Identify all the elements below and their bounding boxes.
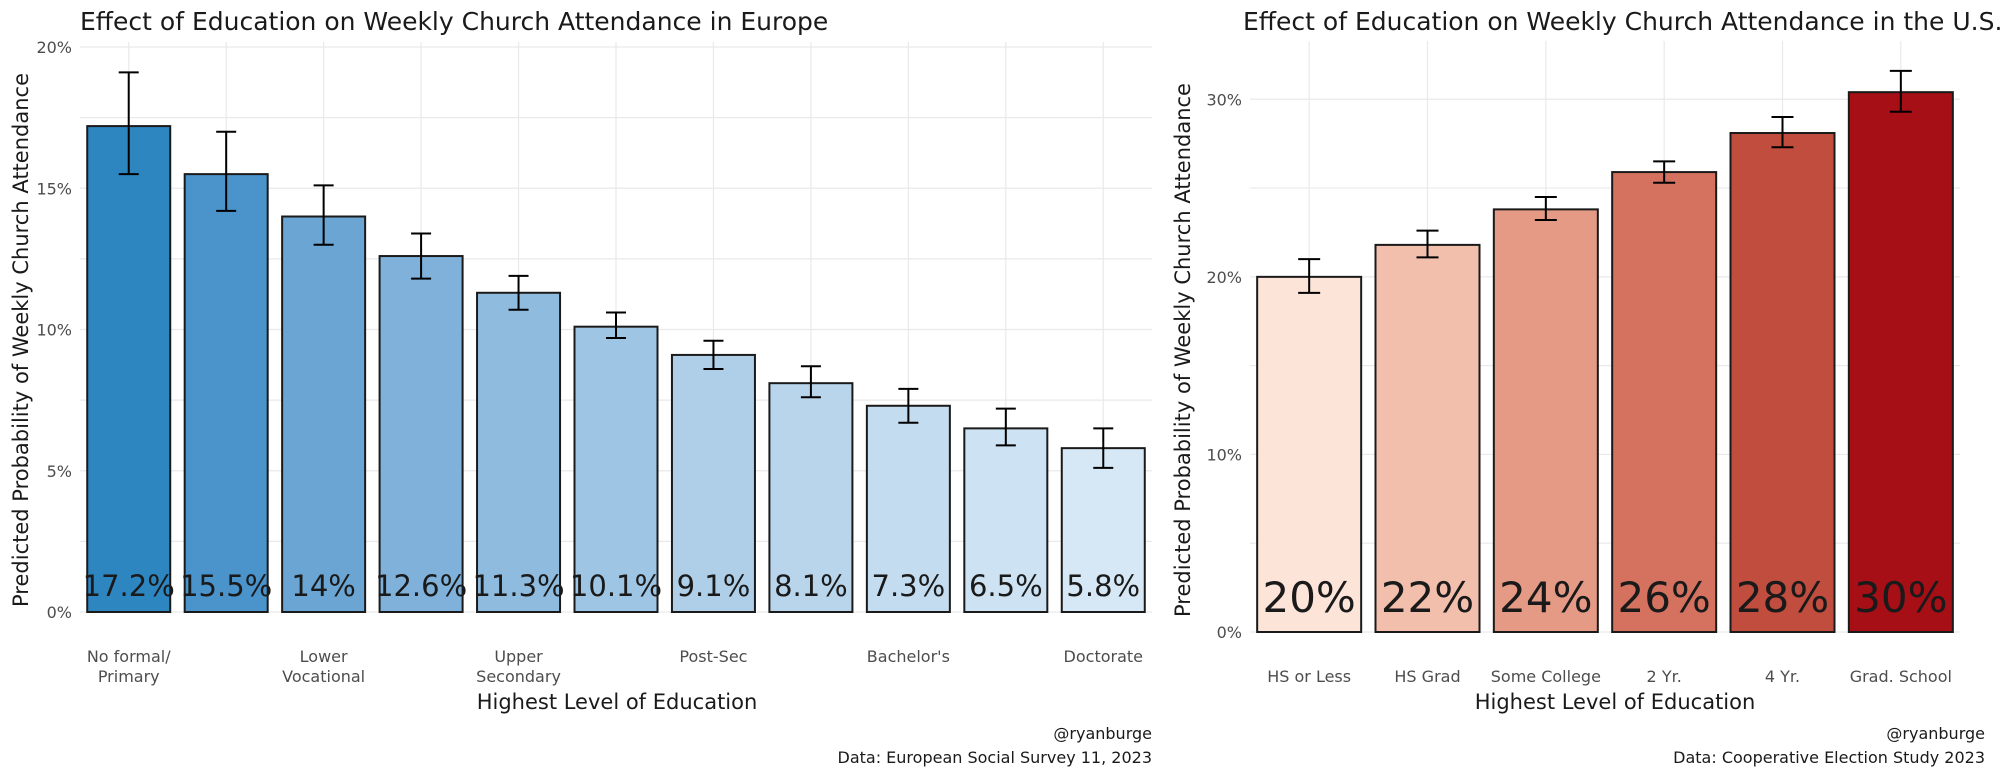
- us-x-tick-label: Grad. School: [1850, 667, 1952, 686]
- europe-x-tick-line: Secondary: [476, 667, 561, 686]
- us-y-tick-label: 20%: [1206, 268, 1242, 287]
- europe-x-tick-line: Vocational: [282, 667, 365, 686]
- us-bar: [1611, 171, 1718, 633]
- europe-x-tick-line: Post-Sec: [679, 647, 747, 666]
- europe-bar: [1060, 447, 1146, 613]
- europe-y-tick-label: 20%: [36, 38, 72, 57]
- us-y-tick-label: 0%: [1217, 623, 1242, 642]
- us-chart-panel: Effect of Education on Weekly Church Att…: [1171, 7, 2000, 767]
- europe-y-tick-label: 15%: [36, 179, 72, 198]
- us-bar: [1374, 243, 1481, 633]
- europe-x-tick-label: Upper Secondary: [476, 647, 561, 686]
- us-x-tick-label: HS Grad: [1394, 667, 1460, 686]
- us-bar-value-label: 20%: [1262, 573, 1355, 622]
- europe-bar-value-label: 9.1%: [677, 569, 751, 603]
- europe-bar: [281, 215, 367, 613]
- europe-bar-value-label: 11.3%: [472, 569, 564, 603]
- europe-bar: [768, 382, 854, 613]
- europe-bar: [476, 291, 562, 613]
- us-bar: [1492, 208, 1599, 633]
- europe-x-axis-title: Highest Level of Education: [477, 690, 758, 714]
- europe-bar: [183, 173, 269, 613]
- europe-x-tick-line: Upper: [494, 647, 543, 666]
- europe-bar: [86, 125, 172, 613]
- europe-caption-line: @ryanburge: [1053, 724, 1152, 743]
- us-bar-value-label: 28%: [1736, 573, 1829, 622]
- us-x-axis-title: Highest Level of Education: [1475, 690, 1756, 714]
- europe-x-tick-line: Primary: [98, 667, 160, 686]
- us-y-tick-label: 10%: [1206, 445, 1242, 464]
- europe-bar-value-label: 14%: [291, 569, 355, 603]
- europe-chart-title: Effect of Education on Weekly Church Att…: [80, 7, 828, 36]
- europe-bar-value-label: 5.8%: [1066, 569, 1140, 603]
- europe-caption-line: Data: European Social Survey 11, 2023: [838, 748, 1153, 767]
- europe-x-tick-line: Bachelor's: [867, 647, 950, 666]
- europe-chart-panel: Effect of Education on Weekly Church Att…: [9, 7, 1152, 767]
- europe-bar-value-label: 10.1%: [570, 569, 662, 603]
- europe-bar-value-label: 8.1%: [774, 569, 848, 603]
- europe-x-tick-label: Post-Sec: [679, 647, 747, 666]
- us-bar-value-label: 22%: [1381, 573, 1474, 622]
- europe-bar: [963, 427, 1049, 613]
- europe-bar-value-label: 6.5%: [969, 569, 1043, 603]
- us-bar: [1847, 91, 1954, 634]
- europe-x-tick-label: No formal/Primary: [87, 647, 171, 686]
- us-bar: [1729, 132, 1836, 633]
- us-x-tick-label: 2 Yr.: [1647, 667, 1682, 686]
- europe-bar: [670, 353, 756, 613]
- us-y-axis-title: Predicted Probability of Weekly Church A…: [1171, 83, 1195, 617]
- europe-x-tick-label: Doctorate: [1064, 647, 1143, 666]
- europe-bar-value-label: 17.2%: [83, 569, 175, 603]
- us-y-tick-label: 30%: [1206, 90, 1242, 109]
- europe-bar: [378, 255, 464, 613]
- us-bar-value-label: 24%: [1499, 573, 1592, 622]
- us-bar-value-label: 26%: [1617, 573, 1710, 622]
- us-bar: [1256, 275, 1363, 633]
- europe-y-axis-title: Predicted Probability of Weekly Church A…: [9, 73, 33, 607]
- us-x-tick-label: Some College: [1491, 667, 1601, 686]
- us-caption-line: Data: Cooperative Election Study 2023: [1673, 748, 1985, 767]
- europe-bar: [865, 404, 951, 613]
- europe-bar: [573, 325, 659, 613]
- europe-bar-value-label: 15.5%: [180, 569, 272, 603]
- europe-y-tick-label: 0%: [47, 603, 72, 622]
- europe-bar-value-label: 7.3%: [872, 569, 946, 603]
- europe-x-tick-line: Doctorate: [1064, 647, 1143, 666]
- europe-x-tick-label: Lower Vocational: [282, 647, 365, 686]
- us-chart-title: Effect of Education on Weekly Church Att…: [1243, 7, 2000, 36]
- europe-bar-value-label: 12.6%: [375, 569, 467, 603]
- europe-x-tick-label: Bachelor's: [867, 647, 950, 666]
- europe-x-tick-line: Lower: [300, 647, 348, 666]
- europe-y-tick-label: 10%: [36, 321, 72, 340]
- us-bar-value-label: 30%: [1854, 573, 1947, 622]
- us-caption-line: @ryanburge: [1886, 724, 1985, 743]
- europe-x-tick-line: No formal/: [87, 647, 171, 666]
- us-x-tick-label: HS or Less: [1267, 667, 1351, 686]
- us-x-tick-label: 4 Yr.: [1765, 667, 1800, 686]
- europe-y-tick-label: 5%: [47, 462, 72, 481]
